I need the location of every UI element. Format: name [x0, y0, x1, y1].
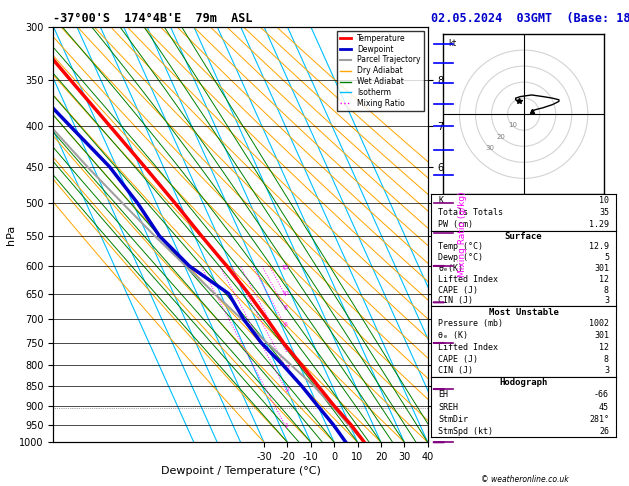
Text: θₑ (K): θₑ (K) — [438, 331, 468, 340]
Text: 3: 3 — [604, 296, 609, 305]
Text: 2: 2 — [285, 387, 289, 392]
Text: CAPE (J): CAPE (J) — [438, 286, 478, 295]
Text: -66: -66 — [594, 390, 609, 399]
Text: Totals Totals: Totals Totals — [438, 208, 503, 217]
Text: 12: 12 — [599, 275, 609, 284]
Text: 12: 12 — [599, 343, 609, 352]
Text: Lifted Index: Lifted Index — [438, 275, 498, 284]
Text: 15: 15 — [281, 265, 289, 270]
Text: CAPE (J): CAPE (J) — [438, 354, 478, 364]
Text: © weatheronline.co.uk: © weatheronline.co.uk — [481, 474, 569, 484]
Text: 10: 10 — [599, 196, 609, 205]
Text: 35: 35 — [599, 208, 609, 217]
Text: Lifted Index: Lifted Index — [438, 343, 498, 352]
Text: StmDir: StmDir — [438, 415, 468, 424]
Text: 5: 5 — [604, 253, 609, 262]
Text: CIN (J): CIN (J) — [438, 366, 473, 375]
Text: 10: 10 — [282, 291, 289, 296]
Text: 3: 3 — [604, 366, 609, 375]
Text: K: K — [438, 196, 443, 205]
Text: SREH: SREH — [438, 402, 459, 412]
Text: 30: 30 — [486, 145, 494, 151]
Text: 8: 8 — [284, 305, 288, 310]
Text: θₑ(K): θₑ(K) — [438, 264, 464, 273]
Text: 26: 26 — [599, 427, 609, 436]
Text: LCL: LCL — [428, 403, 445, 412]
Text: 301: 301 — [594, 331, 609, 340]
Text: Pressure (mb): Pressure (mb) — [438, 319, 503, 329]
Text: 1.29: 1.29 — [589, 220, 609, 229]
Text: 4: 4 — [284, 347, 289, 352]
Legend: Temperature, Dewpoint, Parcel Trajectory, Dry Adiabat, Wet Adiabat, Isotherm, Mi: Temperature, Dewpoint, Parcel Trajectory… — [337, 31, 424, 111]
Text: Surface: Surface — [505, 232, 542, 241]
Text: PW (cm): PW (cm) — [438, 220, 473, 229]
Text: 02.05.2024  03GMT  (Base: 18): 02.05.2024 03GMT (Base: 18) — [431, 12, 629, 25]
Text: 8: 8 — [604, 286, 609, 295]
Text: 8: 8 — [604, 354, 609, 364]
Text: 281°: 281° — [589, 415, 609, 424]
Text: Most Unstable: Most Unstable — [489, 308, 559, 316]
Text: 10: 10 — [508, 122, 517, 128]
Text: StmSpd (kt): StmSpd (kt) — [438, 427, 493, 436]
Text: 1: 1 — [284, 423, 289, 428]
Text: EH: EH — [438, 390, 448, 399]
Text: 1002: 1002 — [589, 319, 609, 329]
X-axis label: Dewpoint / Temperature (°C): Dewpoint / Temperature (°C) — [160, 466, 321, 476]
Text: CIN (J): CIN (J) — [438, 296, 473, 305]
Text: 6: 6 — [284, 322, 287, 327]
Text: Temp (°C): Temp (°C) — [438, 243, 483, 251]
Text: Hodograph: Hodograph — [499, 378, 548, 387]
Text: kt: kt — [448, 39, 457, 48]
Text: 3: 3 — [285, 364, 289, 370]
Y-axis label: hPa: hPa — [6, 225, 16, 244]
Text: 12.9: 12.9 — [589, 243, 609, 251]
Text: 45: 45 — [599, 402, 609, 412]
Text: Dewp (°C): Dewp (°C) — [438, 253, 483, 262]
Text: 301: 301 — [594, 264, 609, 273]
Text: -37°00'S  174°4B'E  79m  ASL: -37°00'S 174°4B'E 79m ASL — [53, 12, 253, 25]
Y-axis label: km
ASL: km ASL — [465, 224, 483, 245]
Text: Mixing Ratio (g/kg): Mixing Ratio (g/kg) — [458, 191, 467, 278]
Text: 20: 20 — [497, 134, 506, 139]
